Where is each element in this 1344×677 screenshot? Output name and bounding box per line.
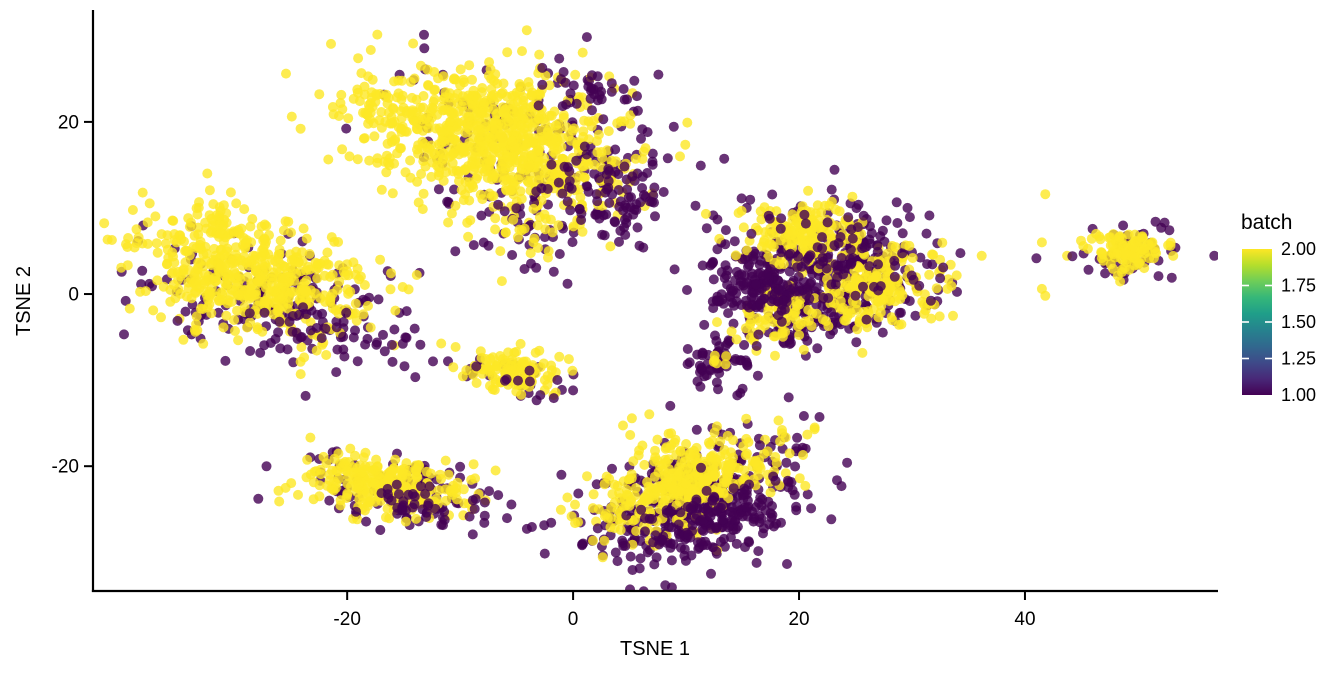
- legend-tick-label: 1.25: [1281, 349, 1316, 369]
- y-tick-label: 20: [58, 112, 79, 133]
- legend-tick-label: 1.75: [1281, 276, 1316, 296]
- x-axis-ticks: -20 0 20 40: [333, 592, 1036, 630]
- legend-tick-label: 1.50: [1281, 312, 1316, 332]
- x-tick-label: 20: [788, 609, 809, 630]
- x-axis-title: TSNE 1: [620, 638, 690, 660]
- legend-labels: 2.00 1.75 1.50 1.25 1.00: [1281, 239, 1316, 405]
- legend-ticks: [1242, 284, 1272, 360]
- scatter-points-layer: [99, 25, 1218, 591]
- y-axis-ticks: -20 0 20: [52, 112, 92, 478]
- x-tick-label: -20: [333, 609, 360, 630]
- y-tick-label: -20: [52, 457, 79, 478]
- x-tick-label: 0: [568, 609, 579, 630]
- legend-title: batch: [1241, 211, 1292, 234]
- y-tick-label: 0: [68, 285, 79, 306]
- legend-tick-label: 1.00: [1281, 385, 1316, 405]
- legend-tick-label: 2.00: [1281, 239, 1316, 259]
- y-axis-title: TSNE 2: [13, 266, 35, 336]
- x-tick-label: 40: [1014, 609, 1035, 630]
- legend: batch 2.00 1.75 1.50 1.25 1.00: [1241, 211, 1316, 405]
